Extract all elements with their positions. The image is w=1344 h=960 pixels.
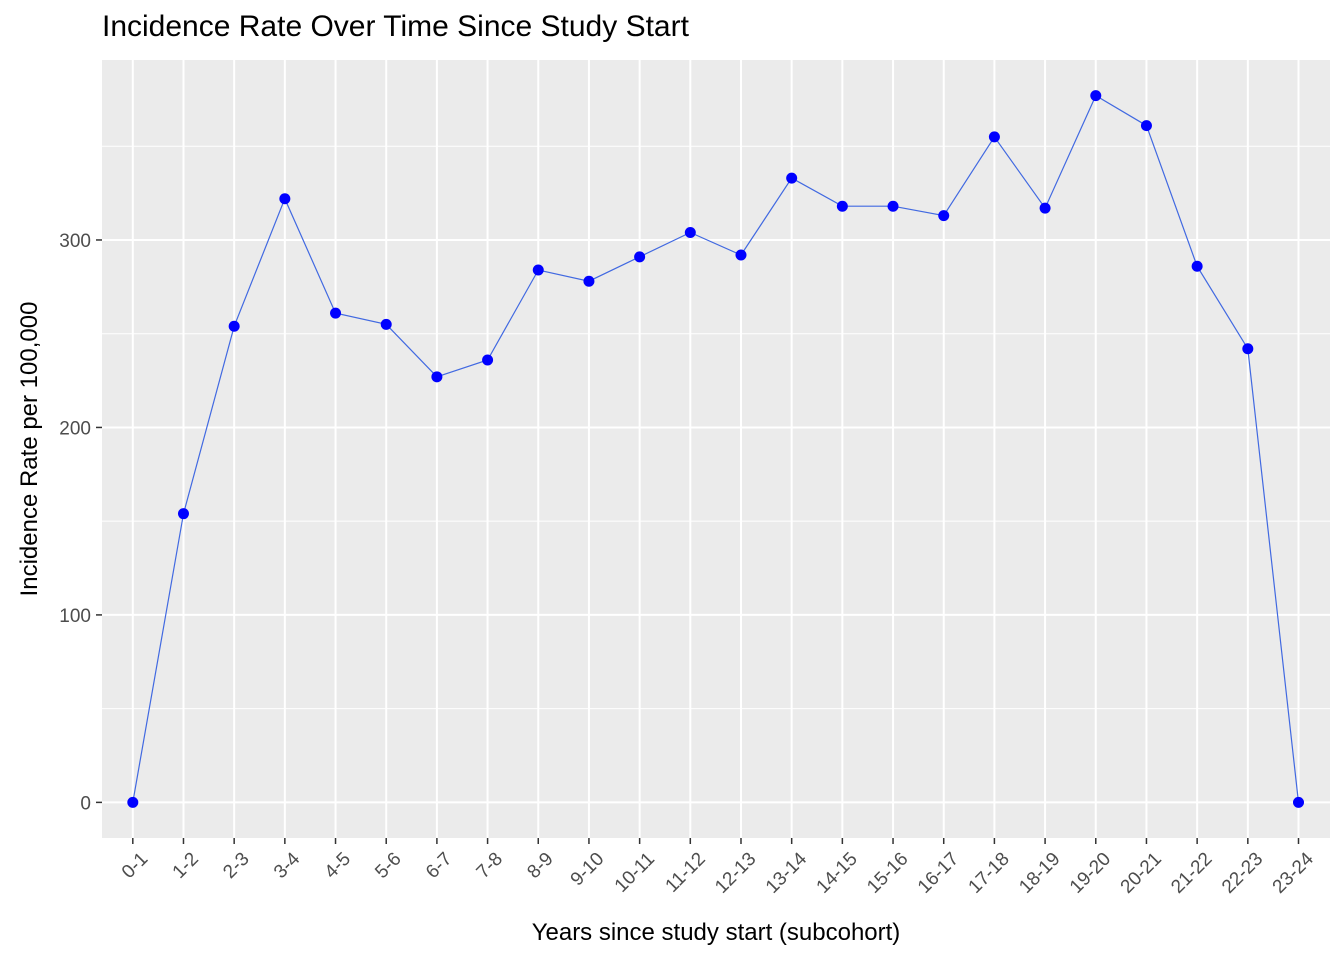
x-axis-title: Years since study start (subcohort) [532,919,901,946]
x-tick-label: 9-10 [567,849,609,891]
data-point [836,200,848,212]
x-tick-label: 19-20 [1066,849,1115,898]
y-tick-label: 0 [80,793,91,814]
data-point [735,249,747,261]
data-point [1090,90,1102,102]
data-point [431,371,443,383]
x-tick-label: 15-16 [863,849,912,898]
data-point [532,264,544,276]
x-tick-label: 21-22 [1167,849,1216,898]
x-tick-label: 18-19 [1015,849,1064,898]
x-tick-label: 14-15 [813,849,862,898]
x-tick-label: 5-6 [371,849,405,883]
y-tick-label: 200 [59,418,91,439]
data-point [279,193,291,205]
data-point [330,307,342,319]
x-tick-label: 0-1 [118,849,152,883]
data-point [177,508,189,520]
x-tick-label: 16-17 [914,849,963,898]
points-layer [127,90,1304,808]
data-point [634,251,646,263]
data-point [583,275,595,287]
x-tick-label: 20-21 [1117,849,1166,898]
data-point [1191,260,1203,272]
x-tick-label: 8-9 [523,849,557,883]
major-gridlines [102,60,1330,838]
x-tick-label: 23-24 [1269,848,1319,898]
y-axis-title: Incidence Rate per 100,000 [16,302,43,597]
x-tick-label: 1-2 [169,849,203,883]
data-point [1140,120,1152,132]
x-tick-label: 7-8 [473,849,507,883]
data-point [684,226,696,238]
x-tick-label: 6-7 [422,849,456,883]
data-point [1039,202,1051,214]
data-point [1242,343,1254,355]
x-tick-label: 10-11 [611,849,659,897]
data-point [482,354,494,366]
series-layer [132,94,1300,803]
x-tick-label: 12-13 [711,849,760,898]
data-point [127,796,139,808]
x-tick-label: 3-4 [270,848,305,883]
x-tick-label: 2-3 [219,849,253,883]
data-point [380,318,392,330]
data-point [228,320,240,332]
data-point [887,200,899,212]
x-tick-label: 11-12 [662,849,710,897]
series-line [132,94,1300,803]
y-axis: 0 100 200 300 [59,231,102,814]
y-tick-label: 100 [59,606,91,627]
x-axis: 0-1 1-2 2-3 3-4 4-5 5-6 6-7 7-8 8-9 9-10 10-11 11-1… [118,838,1318,898]
y-tick-label: 300 [59,231,91,252]
data-point [938,210,950,222]
x-tick-label: 17-18 [965,849,1014,898]
x-tick-label: 13-14 [762,848,812,898]
chart-title: Incidence Rate Over Time Since Study Sta… [102,10,689,43]
data-point [1293,796,1304,808]
x-tick-label: 22-23 [1218,849,1267,898]
data-point [786,172,798,184]
data-point [988,131,1000,143]
minor-gridlines [102,145,1330,710]
x-tick-label: 4-5 [321,849,355,883]
